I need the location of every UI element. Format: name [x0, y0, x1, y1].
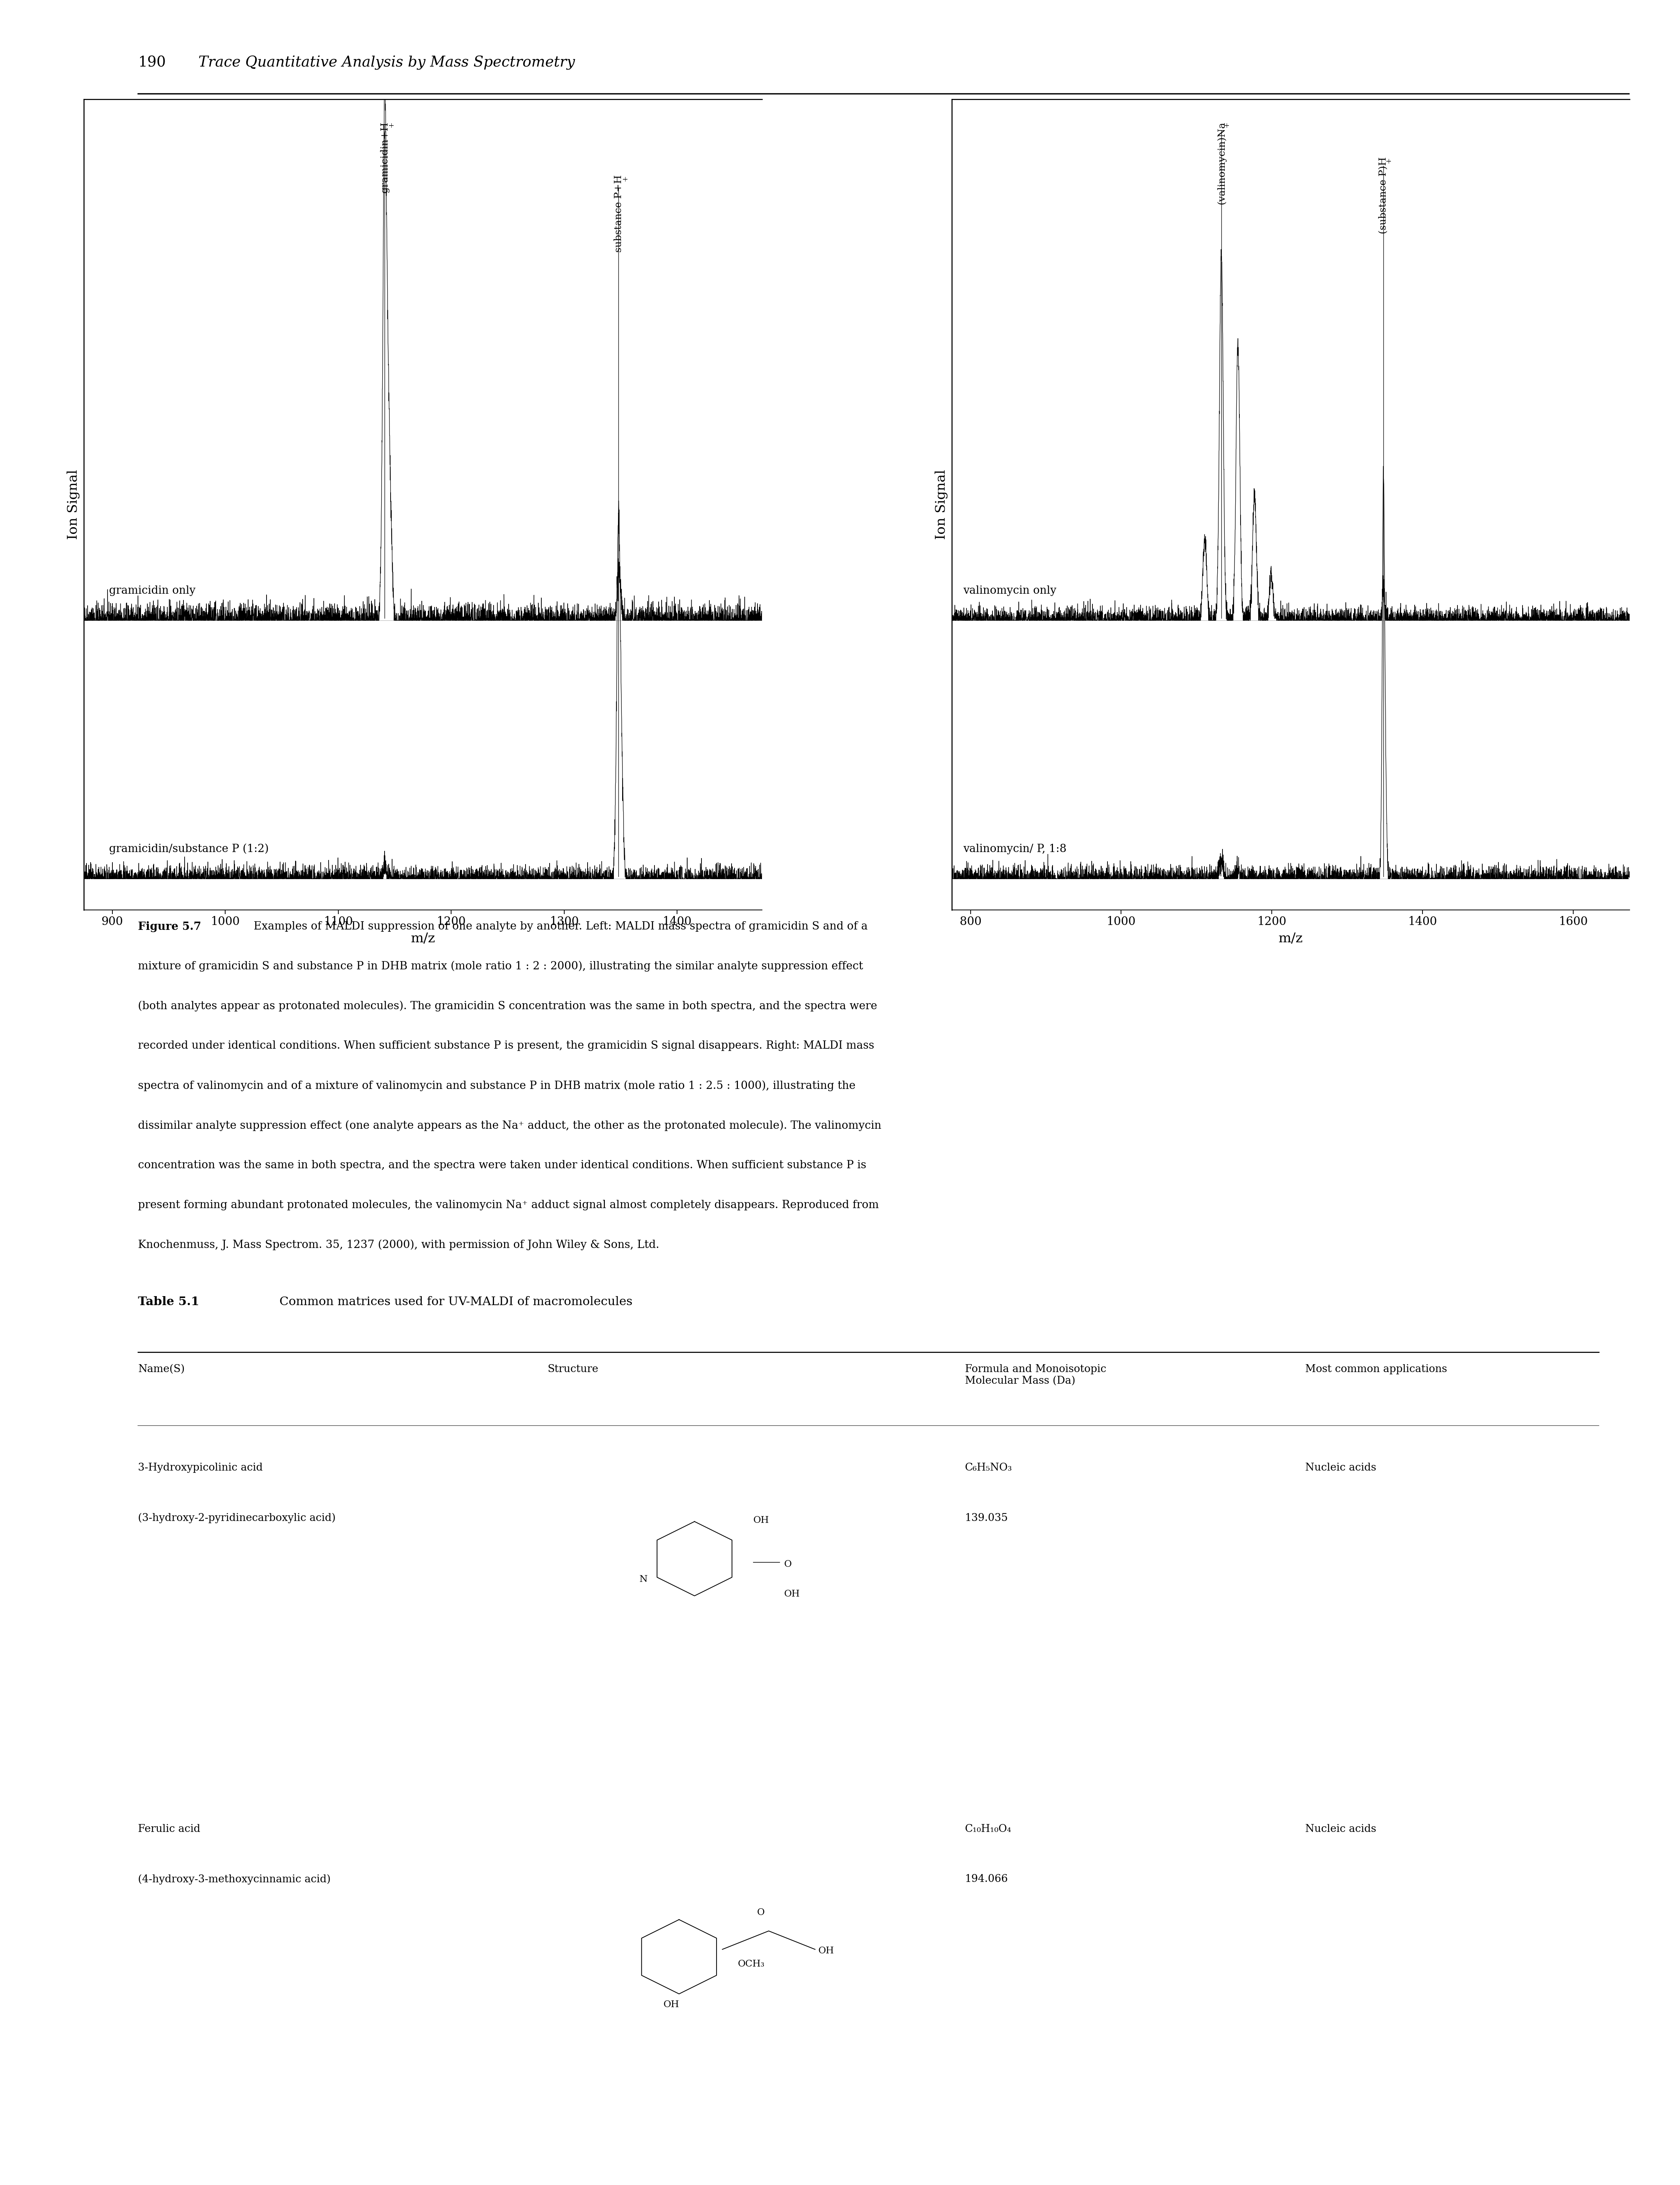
Text: OH: OH	[753, 1516, 769, 1525]
Text: +: +	[1223, 122, 1230, 127]
Text: (both analytes appear as protonated molecules). The gramicidin S concentration w: (both analytes appear as protonated mole…	[138, 1001, 877, 1012]
Text: gramicidin/substance P (1:2): gramicidin/substance P (1:2)	[109, 843, 269, 854]
Text: valinomycin only: valinomycin only	[963, 586, 1057, 597]
Text: recorded under identical conditions. When sufficient substance P is present, the: recorded under identical conditions. Whe…	[138, 1040, 874, 1051]
Text: Table 5.1: Table 5.1	[138, 1296, 200, 1309]
Text: +: +	[388, 122, 395, 127]
Text: OH: OH	[818, 1947, 833, 1956]
Text: (3-hydroxy-2-pyridinecarboxylic acid): (3-hydroxy-2-pyridinecarboxylic acid)	[138, 1512, 336, 1523]
Text: 194.066: 194.066	[964, 1875, 1008, 1883]
Text: O: O	[758, 1908, 764, 1916]
Text: (valinomycin)Na: (valinomycin)Na	[1216, 122, 1226, 203]
Text: Structure: Structure	[548, 1363, 598, 1374]
Text: spectra of valinomycin and of a mixture of valinomycin and substance P in DHB ma: spectra of valinomycin and of a mixture …	[138, 1079, 855, 1090]
Text: Nucleic acids: Nucleic acids	[1305, 1824, 1376, 1833]
Text: 3-Hydroxypicolinic acid: 3-Hydroxypicolinic acid	[138, 1462, 262, 1473]
Text: gramicidin only: gramicidin only	[109, 586, 195, 597]
Text: Trace Quantitative Analysis by Mass Spectrometry: Trace Quantitative Analysis by Mass Spec…	[190, 55, 575, 70]
Text: mixture of gramicidin S and substance P in DHB matrix (mole ratio 1 : 2 : 2000),: mixture of gramicidin S and substance P …	[138, 961, 864, 972]
Text: Figure 5.7: Figure 5.7	[138, 922, 202, 933]
Text: Most common applications: Most common applications	[1305, 1363, 1446, 1374]
Text: Formula and Monoisotopic
Molecular Mass (Da): Formula and Monoisotopic Molecular Mass …	[964, 1363, 1107, 1385]
Text: Ferulic acid: Ferulic acid	[138, 1824, 200, 1833]
Text: 190: 190	[138, 55, 166, 70]
Text: concentration was the same in both spectra, and the spectra were taken under ide: concentration was the same in both spect…	[138, 1160, 867, 1171]
Text: 139.035: 139.035	[964, 1512, 1008, 1523]
Y-axis label: Ion Signal: Ion Signal	[67, 470, 81, 540]
X-axis label: m/z: m/z	[410, 931, 435, 944]
Text: OH: OH	[664, 1999, 679, 2008]
Text: present forming abundant protonated molecules, the valinomycin Na⁺ adduct signal: present forming abundant protonated mole…	[138, 1200, 879, 1210]
Text: N: N	[640, 1575, 647, 1584]
Text: gramicidin+H: gramicidin+H	[380, 122, 390, 192]
Text: (substance P)H: (substance P)H	[1379, 157, 1388, 234]
Text: O: O	[785, 1560, 791, 1569]
Text: +: +	[1386, 157, 1393, 164]
Text: (4-hydroxy-3-methoxycinnamic acid): (4-hydroxy-3-methoxycinnamic acid)	[138, 1875, 331, 1883]
Text: Nucleic acids: Nucleic acids	[1305, 1462, 1376, 1473]
Text: Examples of MALDI suppression of one analyte by another. Left: MALDI mass spectr: Examples of MALDI suppression of one ana…	[244, 922, 867, 931]
Text: Knochenmuss, J. Mass Spectrom. 35, 1237 (2000), with permission of John Wiley & : Knochenmuss, J. Mass Spectrom. 35, 1237 …	[138, 1239, 660, 1250]
Text: OCH₃: OCH₃	[738, 1960, 764, 1969]
Text: C₆H₅NO₃: C₆H₅NO₃	[964, 1462, 1013, 1473]
Text: valinomycin/ P, 1:8: valinomycin/ P, 1:8	[963, 843, 1067, 854]
Text: C₁₀H₁₀O₄: C₁₀H₁₀O₄	[964, 1824, 1011, 1833]
Text: Name(S): Name(S)	[138, 1363, 185, 1374]
Y-axis label: Ion Signal: Ion Signal	[934, 470, 948, 540]
Text: +: +	[622, 175, 628, 181]
X-axis label: m/z: m/z	[1278, 931, 1304, 944]
Text: Common matrices used for UV-MALDI of macromolecules: Common matrices used for UV-MALDI of mac…	[267, 1296, 632, 1309]
Text: dissimilar analyte suppression effect (one analyte appears as the Na⁺ adduct, th: dissimilar analyte suppression effect (o…	[138, 1121, 882, 1132]
Text: substance P+H: substance P+H	[613, 175, 623, 251]
Text: OH: OH	[785, 1591, 800, 1599]
